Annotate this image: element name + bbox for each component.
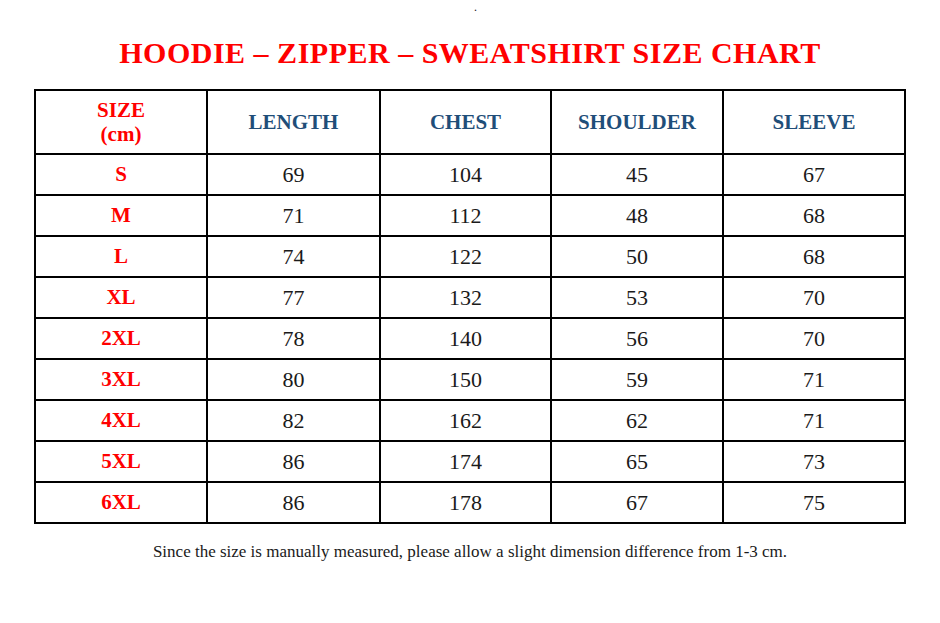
value-cell: 112: [380, 195, 551, 236]
value-cell: 71: [723, 400, 905, 441]
value-cell: 80: [207, 359, 380, 400]
size-cell: XL: [35, 277, 207, 318]
column-header-chest: CHEST: [380, 90, 551, 154]
value-cell: 140: [380, 318, 551, 359]
value-cell: 65: [551, 441, 723, 482]
value-cell: 67: [551, 482, 723, 523]
table-row-m: M 71 112 48 68: [35, 195, 905, 236]
value-cell: 67: [723, 154, 905, 195]
size-header-line1: SIZE: [36, 98, 206, 122]
table-row-3xl: 3XL 80 150 59 71: [35, 359, 905, 400]
column-header-length: LENGTH: [207, 90, 380, 154]
value-cell: 78: [207, 318, 380, 359]
value-cell: 122: [380, 236, 551, 277]
value-cell: 48: [551, 195, 723, 236]
value-cell: 70: [723, 318, 905, 359]
size-cell: S: [35, 154, 207, 195]
stray-dot: .: [474, 0, 477, 14]
value-cell: 56: [551, 318, 723, 359]
value-cell: 71: [207, 195, 380, 236]
size-cell: 5XL: [35, 441, 207, 482]
table-row-2xl: 2XL 78 140 56 70: [35, 318, 905, 359]
size-cell: 3XL: [35, 359, 207, 400]
value-cell: 68: [723, 195, 905, 236]
value-cell: 86: [207, 441, 380, 482]
size-header-line2: (cm): [36, 122, 206, 146]
value-cell: 62: [551, 400, 723, 441]
column-header-shoulder: SHOULDER: [551, 90, 723, 154]
table-row-s: S 69 104 45 67: [35, 154, 905, 195]
value-cell: 59: [551, 359, 723, 400]
value-cell: 104: [380, 154, 551, 195]
value-cell: 178: [380, 482, 551, 523]
value-cell: 50: [551, 236, 723, 277]
size-chart-page: . HOODIE – ZIPPER – SWEATSHIRT SIZE CHAR…: [0, 0, 940, 623]
value-cell: 86: [207, 482, 380, 523]
value-cell: 68: [723, 236, 905, 277]
table-row-4xl: 4XL 82 162 62 71: [35, 400, 905, 441]
table-row-5xl: 5XL 86 174 65 73: [35, 441, 905, 482]
value-cell: 71: [723, 359, 905, 400]
header-row: SIZE (cm) LENGTH CHEST SHOULDER SLEEVE: [35, 90, 905, 154]
table-row-xl: XL 77 132 53 70: [35, 277, 905, 318]
value-cell: 150: [380, 359, 551, 400]
value-cell: 73: [723, 441, 905, 482]
value-cell: 162: [380, 400, 551, 441]
value-cell: 75: [723, 482, 905, 523]
value-cell: 69: [207, 154, 380, 195]
value-cell: 82: [207, 400, 380, 441]
value-cell: 53: [551, 277, 723, 318]
value-cell: 70: [723, 277, 905, 318]
size-cell: 4XL: [35, 400, 207, 441]
column-header-size: SIZE (cm): [35, 90, 207, 154]
value-cell: 174: [380, 441, 551, 482]
column-header-sleeve: SLEEVE: [723, 90, 905, 154]
size-cell: 2XL: [35, 318, 207, 359]
size-cell: M: [35, 195, 207, 236]
table-row-6xl: 6XL 86 178 67 75: [35, 482, 905, 523]
value-cell: 74: [207, 236, 380, 277]
page-title: HOODIE – ZIPPER – SWEATSHIRT SIZE CHART: [0, 0, 940, 69]
footer-note: Since the size is manually measured, ple…: [0, 542, 940, 562]
size-cell: 6XL: [35, 482, 207, 523]
table-row-l: L 74 122 50 68: [35, 236, 905, 277]
value-cell: 132: [380, 277, 551, 318]
value-cell: 77: [207, 277, 380, 318]
value-cell: 45: [551, 154, 723, 195]
size-cell: L: [35, 236, 207, 277]
size-chart-table: SIZE (cm) LENGTH CHEST SHOULDER SLEEVE S…: [34, 89, 906, 524]
